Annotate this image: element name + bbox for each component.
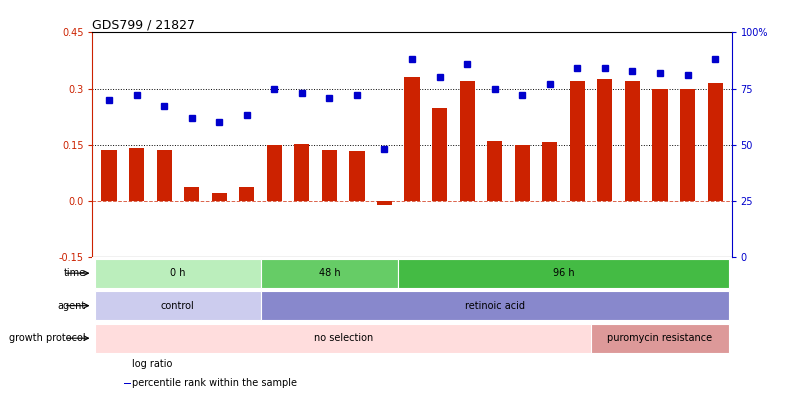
Bar bbox=[95, 258, 260, 288]
Text: control: control bbox=[161, 301, 194, 311]
Bar bbox=[124, 383, 131, 384]
Bar bbox=[321, 150, 336, 201]
Text: percentile rank within the sample: percentile rank within the sample bbox=[132, 378, 297, 388]
Bar bbox=[349, 151, 364, 201]
Text: retinoic acid: retinoic acid bbox=[464, 301, 524, 311]
Bar bbox=[260, 291, 728, 320]
Bar bbox=[238, 187, 254, 201]
Text: 0 h: 0 h bbox=[170, 268, 185, 278]
Bar bbox=[397, 258, 728, 288]
Bar bbox=[101, 150, 116, 201]
Bar bbox=[128, 148, 144, 201]
Bar bbox=[569, 81, 585, 201]
Text: puromycin resistance: puromycin resistance bbox=[607, 333, 711, 343]
Text: agent: agent bbox=[58, 301, 86, 311]
Text: 48 h: 48 h bbox=[318, 268, 340, 278]
Bar bbox=[267, 145, 282, 201]
Bar bbox=[597, 79, 612, 201]
Bar bbox=[404, 77, 419, 201]
Text: no selection: no selection bbox=[313, 333, 373, 343]
Bar bbox=[184, 187, 199, 201]
Bar bbox=[431, 108, 446, 201]
Text: GDS799 / 21827: GDS799 / 21827 bbox=[92, 18, 195, 31]
Bar bbox=[459, 81, 474, 201]
Bar bbox=[95, 324, 590, 353]
Bar bbox=[260, 258, 397, 288]
Bar bbox=[590, 324, 728, 353]
Bar bbox=[514, 145, 529, 201]
Text: 96 h: 96 h bbox=[552, 268, 573, 278]
Text: growth protocol: growth protocol bbox=[10, 333, 86, 343]
Bar bbox=[157, 150, 172, 201]
Bar bbox=[211, 192, 226, 201]
Bar bbox=[487, 141, 502, 201]
Bar bbox=[707, 83, 722, 201]
Text: time: time bbox=[64, 268, 86, 278]
Bar bbox=[95, 291, 260, 320]
Text: log ratio: log ratio bbox=[132, 359, 173, 369]
Bar bbox=[651, 89, 666, 201]
Bar bbox=[377, 201, 392, 205]
Bar bbox=[624, 81, 639, 201]
Bar bbox=[294, 144, 309, 201]
Bar bbox=[679, 89, 695, 201]
Bar bbox=[541, 142, 556, 201]
